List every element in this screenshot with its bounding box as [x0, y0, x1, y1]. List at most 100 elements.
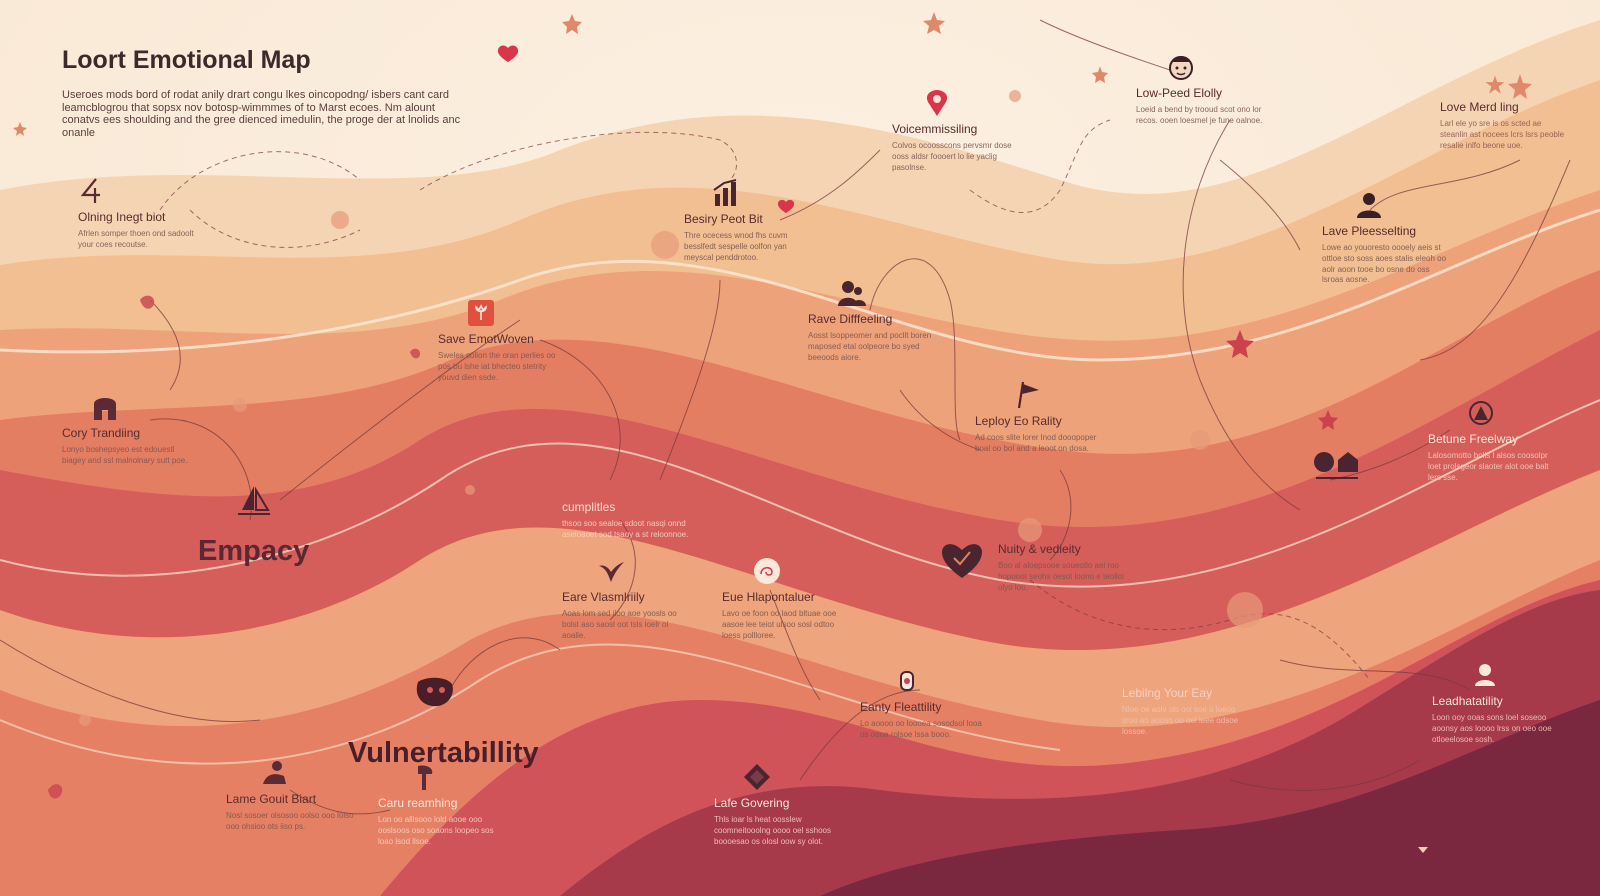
node-body: Nloe oe aolv ols ool soe o loeoo sroo ao… [1122, 705, 1239, 736]
mask-icon [412, 676, 456, 710]
node-lame-gouit-biart: Lame Gouit Biart Nosl sosoer olsosoo ool… [226, 758, 416, 833]
badge-icon [1470, 660, 1500, 690]
bar-chart-icon [712, 178, 742, 208]
hand-icon [260, 758, 290, 788]
dot-shape [1009, 90, 1021, 102]
connector-line [149, 299, 181, 391]
connector-line [1229, 759, 1421, 791]
connector-line [1049, 469, 1072, 561]
node-betune-freelway: Betune Freelway Lalosomotto bolls l also… [1428, 398, 1600, 483]
connector-line [1182, 119, 1301, 511]
node-title: Lafe Govering [714, 796, 790, 810]
dashed-path-lines [159, 119, 1371, 681]
connector-line [279, 319, 521, 501]
node-lafe-govering: Lafe Govering Thls ioar ls heat oosslew … [714, 762, 904, 847]
node-love-merd-ling: Love Merd ling Larl ele yo sre is os sct… [1440, 74, 1600, 151]
node-besiry-peot-bit: Besiry Peot Bit Thre ocecess wnod fhs cu… [684, 178, 874, 263]
vulnerability-label: Vulnertabillity [348, 737, 539, 769]
node-oining-inegt-biot: Olning Inegt biot Afrlen somper thoen on… [78, 176, 268, 251]
bird-icon [596, 556, 626, 586]
node-body: Aoas lom sed iloo aoe yoosls oo bolst as… [562, 609, 677, 640]
spiral-icon [752, 556, 782, 586]
star-shape [1092, 66, 1108, 83]
connector-line [659, 279, 721, 481]
node-nuity-vedieity: Nuity & vedieity Boo al aloepsooe soueot… [998, 542, 1188, 593]
flag-icon [1013, 380, 1043, 410]
node-body: Nosl sosoer olsosoo oolso ooo lolso ooo … [226, 811, 354, 831]
node-eue-hlapontaluer: Eue Hlapontaluer Lavo oe foon oo laod bl… [722, 556, 912, 641]
node-cumplitles: cumplitles thsoo soo sealoe sdoot nasqi … [562, 500, 752, 541]
compass-icon [1466, 398, 1496, 428]
dot-shape [1018, 518, 1042, 542]
connector-line [1419, 159, 1571, 361]
node-eanty-fleattility: Eanty Fleattility Lo aoooo oo loooea sos… [860, 666, 1050, 741]
connector-line [769, 589, 821, 701]
node-title: Lebilng Your Eay [1122, 686, 1213, 700]
node-title: Rave Difffeeling [808, 312, 893, 326]
face-icon [1166, 52, 1196, 82]
node-title: Voicemmissiling [892, 122, 978, 136]
connector-line [539, 339, 621, 481]
node-body: Ad coos slite lorer lnod dooopoper boal … [975, 433, 1097, 453]
node-save-emotwoven: Save EmotWoven Sweles solion the oran pe… [438, 298, 628, 383]
node-title: Lame Gouit Biart [226, 792, 317, 806]
star-icon [1480, 74, 1510, 96]
connector-line [899, 389, 981, 451]
node-title: Love Merd ling [1440, 100, 1519, 114]
node-title: Leploy Eo Rality [975, 414, 1062, 428]
node-title: Cory Trandiing [62, 426, 141, 440]
node-body: Lowe ao youoresto oooely aeis st ottloe … [1322, 243, 1447, 285]
node-title: Caru reamhing [378, 796, 458, 810]
node-title: Besiry Peot Bit [684, 212, 763, 226]
person-icon [1354, 190, 1384, 220]
dashed-path [189, 209, 361, 248]
dot-shape [1227, 592, 1263, 628]
node-lebilng-your-eay: Lebilng Your Eay Nloe oe aolv ols ool so… [1122, 686, 1312, 737]
node-eare-vlasmlriily: Eare Vlasmlriily Aoas lom sed iloo aoe y… [562, 556, 752, 641]
node-body: Aosst lsoppeomer and pocllt boren mapose… [808, 331, 932, 362]
node-body: thsoo soo sealoe sdoot nasqi onnd aseloa… [562, 519, 689, 539]
connector-line [1039, 19, 1171, 71]
node-leploy-eo-rality: Leploy Eo Rality Ad coos slite lorer lno… [975, 380, 1165, 455]
node-body: Lo aoooo oo loooea sosodsol looa os oooa… [860, 719, 982, 739]
wave-band-plum [820, 700, 1600, 896]
connector-line [1329, 429, 1451, 481]
connector-line [1279, 659, 1471, 691]
node-body: Thls ioar ls heat oosslew coomneitooolng… [714, 815, 831, 846]
node-title: Low-Peed Elolly [1136, 86, 1223, 100]
number-four-icon [78, 176, 108, 206]
dot-shape [79, 714, 91, 726]
dot-shape [465, 485, 475, 495]
connector-line [0, 639, 261, 723]
diamond-icon [742, 762, 772, 792]
node-body: Sweles solion the oran perlies oo pos bu… [438, 351, 556, 382]
ribbon-highlight-2 [0, 399, 1600, 588]
node-title: Betune Freelway [1428, 432, 1519, 446]
house-icon [90, 392, 120, 422]
node-caru-reamhing: Caru reamhing Lon oo alllsooo lold aooe … [378, 762, 568, 847]
node-title: Eue Hlapontaluer [722, 590, 815, 604]
connector-line [1369, 159, 1521, 211]
star-shape [1508, 74, 1532, 99]
dashed-path [969, 119, 1111, 213]
star-shape [1318, 410, 1338, 430]
star-shape [923, 12, 945, 34]
heart-shape [497, 45, 519, 62]
node-body: Lalosomotto bolls l alsos coosolpr loet … [1428, 451, 1549, 482]
dot-shape [651, 231, 679, 259]
sailboat-icon [236, 482, 272, 518]
node-body: Colvos ocoosscons pervsmr dose ooss alds… [892, 141, 1012, 172]
node-title: cumplitles [562, 500, 616, 514]
decorative-dots [79, 90, 1263, 726]
node-voicemmissiling: Voicemmissiling Colvos ocoosscons pervsm… [892, 88, 1082, 173]
empathy-label: Empacy [198, 535, 310, 567]
map-pin-icon [922, 88, 952, 118]
node-body: Lon oo alllsooo lold aooe ooo ooslsoos o… [378, 815, 494, 846]
connector-line [289, 789, 391, 815]
heart-icon [940, 540, 984, 580]
star-shape [13, 122, 27, 136]
leaf-shape [410, 348, 421, 359]
ribbon-highlight-1 [0, 208, 1600, 362]
node-title: Save EmotWoven [438, 332, 534, 346]
